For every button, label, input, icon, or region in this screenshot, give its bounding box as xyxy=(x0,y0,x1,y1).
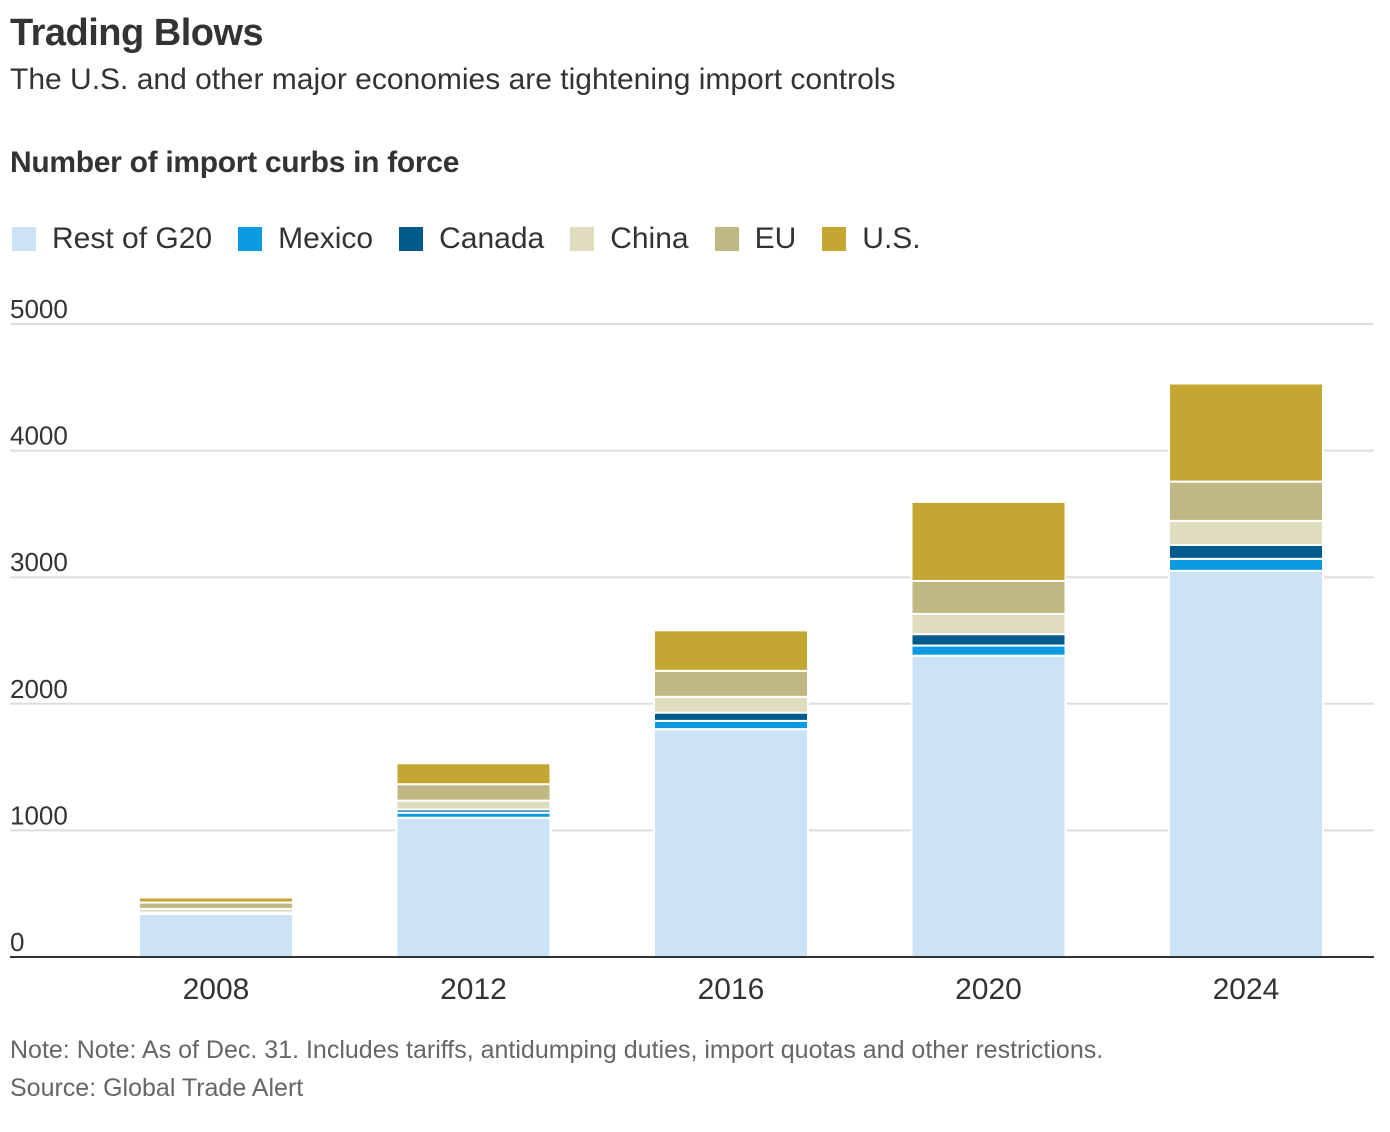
legend-swatch-mexico xyxy=(238,227,263,251)
chart-heading: Number of import curbs in force xyxy=(10,146,460,179)
bar-2016-eu xyxy=(653,669,809,698)
x-tick-label-2020: 2020 xyxy=(955,973,1022,1006)
bar-2016-u-s xyxy=(653,629,809,672)
legend-item-rest-of-g20: Rest of G20 xyxy=(12,222,212,256)
bar-2016-canada xyxy=(653,711,809,722)
bar-2020-mexico xyxy=(910,644,1067,657)
legend-swatch-u-s xyxy=(822,227,847,251)
x-tick-label-2008: 2008 xyxy=(183,973,250,1006)
bar-2012-china xyxy=(395,799,552,811)
bar-2020-china xyxy=(910,612,1067,636)
bar-2024-mexico xyxy=(1168,557,1324,572)
bar-2020-u-s xyxy=(910,500,1067,582)
y-tick-label-1000: 1000 xyxy=(10,800,68,830)
chart-note: Note: Note: As of Dec. 31. Includes tari… xyxy=(10,1036,1104,1064)
legend-swatch-rest-of-g20 xyxy=(12,227,36,251)
bar-2012-eu xyxy=(395,783,552,802)
legend-item-eu: EU xyxy=(714,222,797,256)
chart-source: Source: Global Trade Alert xyxy=(10,1074,304,1102)
bar-2024-rest-of-g20 xyxy=(1168,569,1324,958)
y-tick-label-0: 0 xyxy=(10,927,24,957)
bar-2012-rest-of-g20 xyxy=(395,816,552,958)
chart-title: Trading Blows xyxy=(10,12,264,54)
legend-label-canada: Canada xyxy=(439,222,545,255)
legend-item-u-s: U.S. xyxy=(822,222,921,256)
y-tick-label-4000: 4000 xyxy=(10,421,68,451)
chart-subtitle: The U.S. and other major economies are t… xyxy=(10,63,896,96)
bar-2024-china xyxy=(1168,519,1324,546)
legend-swatch-eu xyxy=(714,227,739,251)
bar-2008-u-s xyxy=(138,896,294,904)
legend-swatch-canada xyxy=(399,227,424,251)
y-tick-label-3000: 3000 xyxy=(10,547,68,577)
bar-2020-rest-of-g20 xyxy=(910,654,1067,958)
legend-label-eu: EU xyxy=(754,222,797,255)
bar-2024-eu xyxy=(1168,480,1324,522)
legend-item-china: China xyxy=(570,222,689,256)
bar-2024-canada xyxy=(1168,543,1324,560)
legend-item-mexico: Mexico xyxy=(238,222,373,256)
bar-2024-u-s xyxy=(1168,382,1324,483)
legend-label-mexico: Mexico xyxy=(278,222,374,255)
bar-2012-u-s xyxy=(395,762,552,786)
bar-2016-china xyxy=(653,695,809,714)
legend-swatch-china xyxy=(570,227,595,251)
bar-2020-canada xyxy=(910,633,1067,647)
x-tick-label-2012: 2012 xyxy=(440,973,507,1006)
legend-label-u-s: U.S. xyxy=(862,222,921,255)
x-tick-label-2016: 2016 xyxy=(698,973,765,1006)
legend-label-china: China xyxy=(610,222,689,255)
bar-2008-rest-of-g20 xyxy=(138,912,294,958)
stacked-bar-chart: 0 1000 2000 3000 4000 5000 2008 2012 2016 2020 202… xyxy=(10,294,1374,1006)
x-tick-label-2024: 2024 xyxy=(1213,973,1280,1006)
bar-2016-rest-of-g20 xyxy=(653,728,809,958)
y-tick-label-5000: 5000 xyxy=(10,294,68,324)
bar-2016-mexico xyxy=(653,719,809,731)
bar-2020-eu xyxy=(910,579,1067,615)
y-tick-label-2000: 2000 xyxy=(10,674,68,704)
legend-item-canada: Canada xyxy=(399,222,544,256)
legend-label-rest-of-g20: Rest of G20 xyxy=(52,222,213,255)
chart-legend: Rest of G20 Mexico Canada China EU U.S. xyxy=(12,218,947,260)
